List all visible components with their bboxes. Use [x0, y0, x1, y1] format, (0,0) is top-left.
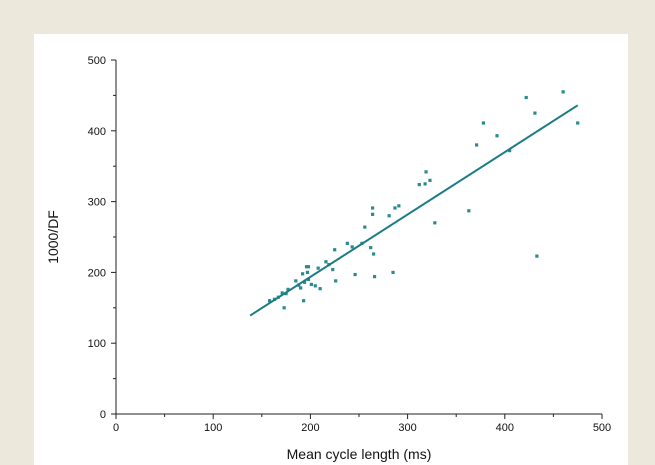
data-point — [301, 299, 306, 303]
scatter-chart: 0 100 200 300 400 500 0 100 200 300 400 500 Mean cy… — [45, 55, 612, 462]
data-point — [350, 245, 354, 249]
y-tick-label: 0 — [100, 409, 106, 421]
data-point — [535, 254, 539, 258]
data-point — [524, 95, 528, 100]
data-point — [433, 221, 437, 225]
y-tick-label: 400 — [88, 126, 106, 138]
data-point — [561, 90, 565, 94]
data-point — [313, 284, 317, 288]
x-tick-label: 300 — [398, 422, 416, 434]
data-point — [428, 178, 432, 182]
fit-line-group — [249, 104, 579, 317]
data-point — [475, 143, 479, 147]
data-point — [334, 279, 338, 283]
x-axis-title: Mean cycle length (ms) — [287, 446, 432, 462]
data-point — [495, 134, 499, 138]
data-point — [302, 280, 307, 284]
data-point — [423, 182, 427, 186]
tick-labels: 0 100 200 300 400 500 0 100 200 300 400 500 — [88, 55, 612, 434]
y-tick-label: 500 — [88, 55, 106, 67]
data-point — [305, 270, 310, 274]
data-point — [331, 267, 335, 272]
data-point — [371, 252, 376, 256]
data-point — [301, 272, 305, 276]
data-point — [286, 287, 290, 291]
data-point — [306, 277, 311, 282]
chart-panel: 0 100 200 300 400 500 0 100 200 300 400 500 Mean cy… — [34, 34, 628, 465]
x-tick-label: 0 — [113, 422, 119, 434]
data-point — [324, 260, 328, 264]
y-tick-label: 300 — [88, 197, 106, 209]
data-point — [391, 270, 395, 274]
x-tick-label: 100 — [204, 422, 222, 434]
data-point — [372, 275, 377, 279]
data-point — [345, 241, 349, 245]
data-point — [467, 209, 471, 213]
data-point — [371, 206, 375, 210]
ticks — [111, 59, 603, 419]
data-point — [280, 291, 284, 295]
data-point — [393, 206, 397, 210]
data-point — [387, 214, 391, 218]
regression-line — [249, 104, 579, 317]
data-point — [533, 111, 537, 115]
x-tick-label: 500 — [593, 422, 611, 434]
data-point — [309, 282, 313, 287]
data-point — [316, 266, 320, 270]
data-point — [508, 149, 512, 153]
data-point — [299, 286, 303, 290]
y-tick-label: 100 — [88, 338, 106, 350]
data-point — [371, 212, 375, 216]
axes — [115, 60, 602, 415]
data-point — [424, 170, 428, 174]
data-point — [353, 272, 357, 277]
data-point — [318, 287, 322, 291]
data-point — [267, 299, 272, 303]
data-point — [417, 183, 421, 187]
data-point — [397, 204, 401, 208]
data-point — [304, 265, 309, 269]
data-point — [333, 248, 337, 252]
x-tick-label: 400 — [496, 422, 514, 434]
y-axis-title: 1000/DF — [45, 210, 61, 264]
data-point — [282, 306, 286, 310]
y-tick-label: 200 — [88, 267, 106, 279]
data-points — [267, 90, 580, 310]
x-tick-label: 200 — [301, 422, 319, 434]
data-point — [369, 246, 373, 250]
data-point — [576, 121, 580, 125]
data-point — [363, 225, 367, 229]
data-point — [481, 121, 486, 125]
data-point — [294, 279, 298, 283]
data-point — [306, 265, 311, 269]
